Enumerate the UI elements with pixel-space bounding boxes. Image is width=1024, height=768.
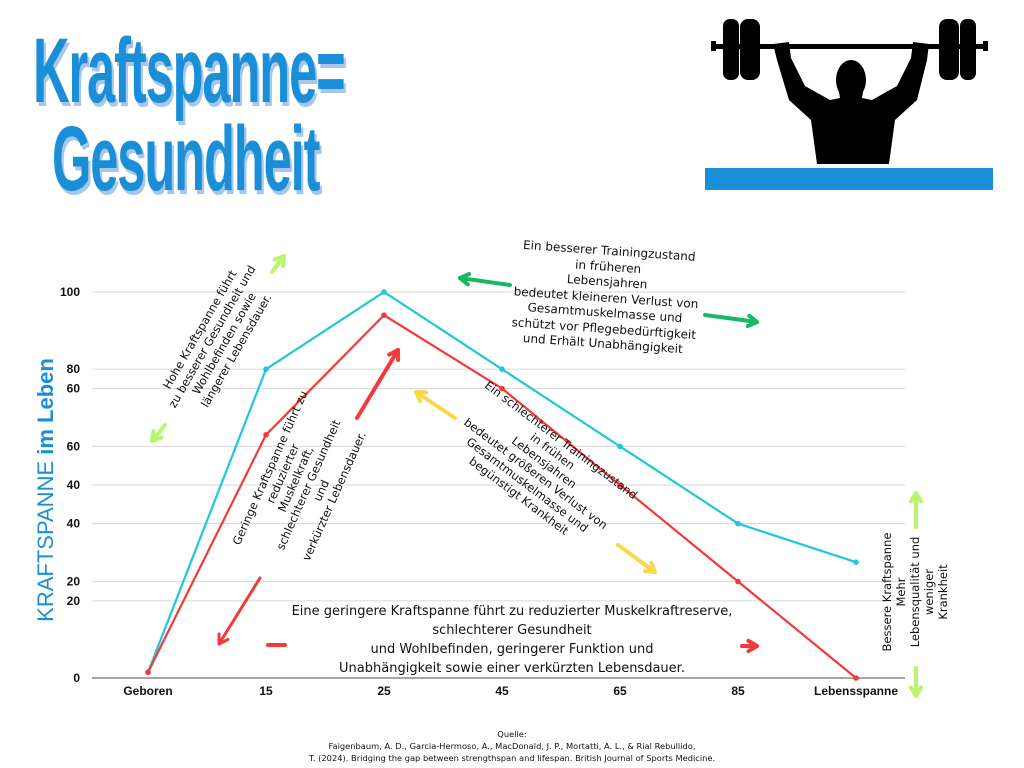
bottom-note-line: schlechterer Gesundheit — [432, 623, 592, 638]
y-tick-label: 40 — [67, 517, 81, 531]
data-point — [499, 366, 505, 373]
y-tick-label: 20 — [67, 594, 81, 608]
source-line: Quelle: — [497, 729, 527, 739]
data-point — [263, 366, 269, 373]
data-point — [853, 559, 859, 565]
y-tick-label: 100 — [60, 285, 80, 299]
data-point — [735, 578, 741, 585]
annotation-better-quality: Bessere Kraftspanne Mehr Lebensqualität un… — [880, 533, 950, 652]
arrow-down-left-icon-head — [150, 429, 164, 443]
arrow-down-right-icon-head — [643, 560, 657, 574]
data-point — [617, 482, 623, 488]
weightlifter-icon — [711, 19, 988, 164]
x-tick-label: Geboren — [123, 684, 172, 698]
arrow-down-right-icon — [616, 543, 657, 574]
arrow-left-icon-head — [458, 272, 472, 287]
title-line-2: Gesundheit — [52, 108, 320, 210]
annotation-better-training: Ein besserer Trainingzustand in früheren L… — [510, 237, 702, 358]
y-tick-label: 80 — [67, 362, 81, 376]
data-point — [145, 669, 151, 676]
x-tick-label: 45 — [495, 684, 509, 698]
arrow-down-left-icon — [217, 576, 262, 646]
x-tick-label: 25 — [377, 684, 391, 698]
x-tick-label: 15 — [259, 684, 273, 698]
data-point — [853, 675, 859, 681]
data-point — [263, 432, 269, 438]
bottom-note: Eine geringere Kraftspanne führt zu redu… — [262, 602, 762, 678]
data-point — [381, 312, 387, 318]
y-tick-label: 60 — [67, 439, 81, 453]
data-point — [499, 385, 505, 392]
title-accent-bar — [705, 168, 993, 190]
arrow-up-left-icon — [414, 390, 457, 420]
annotation-right-line: Bessere Kraftspanne — [880, 532, 894, 652]
arrow-up-right-icon — [355, 348, 400, 420]
bottom-note-line: Eine geringere Kraftspanne führt zu redu… — [291, 604, 733, 619]
source-citation: Quelle: Faigenbaum, A. D., Garcia-Hermoso… — [262, 728, 762, 764]
arrow-right-icon-head — [746, 638, 759, 654]
arrow-up-icon-head — [908, 491, 924, 504]
bottom-note-line: und Wohlbefinden, geringerer Funktion un… — [370, 642, 654, 657]
x-tick-label: 65 — [613, 684, 627, 698]
annotation-right-line: Mehr — [894, 577, 908, 607]
annotation-right-line: Krankheit — [936, 564, 950, 620]
arrow-up-right-icon-head — [272, 254, 286, 268]
x-tick-label: 85 — [731, 684, 745, 698]
data-point — [617, 443, 623, 450]
title-line-1: Kraftspanne= — [33, 20, 346, 122]
data-point — [735, 520, 741, 527]
data-point — [381, 289, 387, 295]
arrow-down-icon-head — [908, 685, 924, 698]
bottom-note-line: Unabhängigkeit sowie einer verkürzten Le… — [339, 661, 685, 676]
annotation-right-line: Lebensqualität und — [908, 536, 922, 648]
arrow-up-left-icon-head — [414, 390, 428, 404]
y-axis-label-part-1: KRAFTSPANNE — [33, 454, 58, 622]
y-tick-label: 60 — [67, 382, 81, 396]
arrow-down-left-icon-head — [217, 632, 230, 646]
arrow-left-icon — [458, 276, 512, 287]
arrow-up-right-icon-head — [387, 348, 401, 362]
annotation-right-line: weniger — [922, 568, 936, 616]
y-tick-label: 40 — [67, 478, 81, 492]
source-line: T. (2024). Bridging the gap between stre… — [308, 753, 716, 763]
y-axis-label-part-2: im Leben — [33, 358, 58, 455]
arrow-right-icon-head — [745, 313, 759, 329]
arrow-right-icon — [703, 313, 759, 324]
y-tick-label: 20 — [67, 575, 81, 589]
x-tick-label: Lebensspanne — [814, 684, 898, 698]
y-axis-label: KRAFTSPANNE im Leben — [33, 358, 59, 622]
y-tick-label: 0 — [73, 671, 80, 685]
source-line: Faigenbaum, A. D., Garcia-Hermoso, A., M… — [328, 741, 696, 751]
